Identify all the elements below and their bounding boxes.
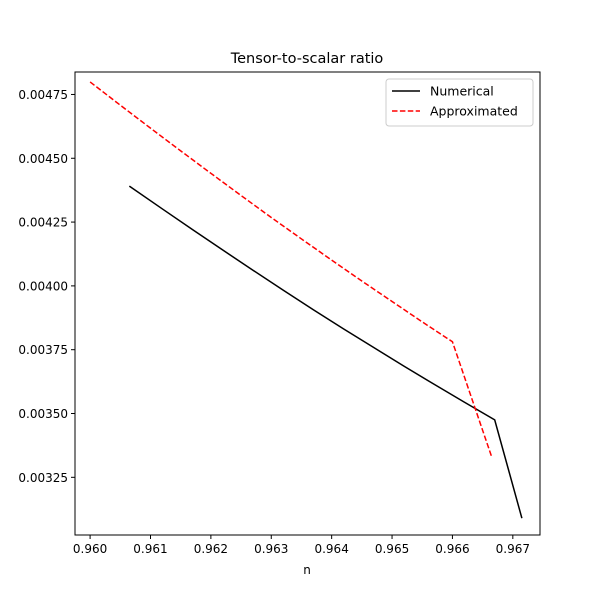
x-tick-label: 0.964 — [314, 542, 348, 556]
y-axis: 0.00325 0.00350 0.00375 0.00400 0.00425 0.004… — [18, 88, 75, 485]
series-line-approximated — [89, 81, 493, 458]
y-tick-label: 0.00450 — [18, 152, 68, 166]
y-tick-label: 0.00350 — [18, 407, 68, 421]
x-tick-label: 0.967 — [496, 542, 530, 556]
series-line-numerical — [128, 185, 523, 519]
x-tick-label: 0.963 — [254, 542, 288, 556]
legend: Numerical Approximated — [385, 78, 534, 127]
y-tick-label: 0.00375 — [18, 343, 68, 357]
x-axis: 0.960 0.961 0.962 0.963 0.964 0.965 0.966 0.967 — [73, 535, 530, 556]
y-tick-label: 0.00425 — [18, 216, 68, 230]
legend-label-approximated: Approximated — [430, 104, 518, 119]
plot-area — [74, 71, 541, 536]
x-axis-title: n — [303, 563, 311, 577]
y-tick-label: 0.00475 — [18, 88, 68, 102]
legend-box — [385, 78, 534, 127]
x-tick-label: 0.961 — [133, 542, 167, 556]
y-tick-label: 0.00400 — [18, 279, 68, 293]
x-tick-label: 0.962 — [194, 542, 228, 556]
chart-title: Tensor-to-scalar ratio — [230, 51, 384, 67]
legend-label-numerical: Numerical — [430, 84, 494, 99]
plot-frame — [74, 71, 541, 536]
y-tick-label: 0.00325 — [18, 471, 68, 485]
x-tick-label: 0.960 — [73, 542, 107, 556]
x-tick-label: 0.965 — [375, 542, 409, 556]
x-tick-label: 0.966 — [435, 542, 469, 556]
